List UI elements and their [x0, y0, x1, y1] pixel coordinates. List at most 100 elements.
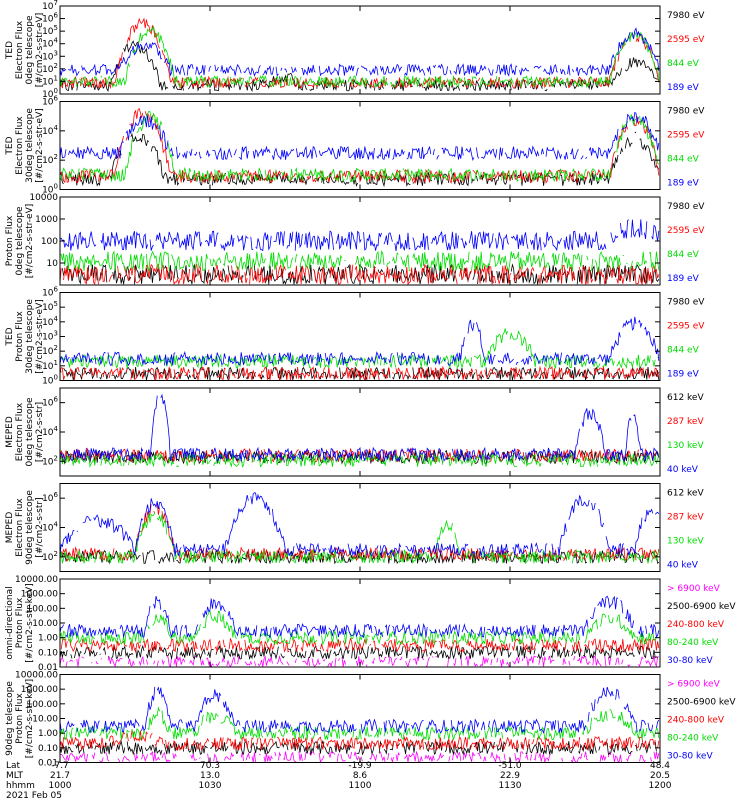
y-axis-label: Proton Flux0deg telescope[#/cm2-s-str-eV…	[5, 204, 35, 279]
mlt-value: 21.7	[50, 771, 70, 781]
series-line	[59, 512, 660, 565]
y-tick-label: 0.01	[38, 663, 58, 673]
y-axis-label: TEDElectron Flux30deg telescope[#/cm2-s-…	[5, 108, 45, 183]
series-line	[60, 637, 660, 653]
y-tick-label: 1000	[35, 215, 58, 225]
x-tick-label: 1130	[499, 781, 522, 791]
panel-frame	[59, 101, 661, 190]
legend-entry: 80-240 keV	[667, 734, 719, 744]
series-line	[59, 219, 660, 252]
y-tick-label: 100.00	[27, 604, 59, 614]
legend-entry: 40 keV	[667, 465, 699, 475]
y-axis-label: TEDElectron Flux0deg telescope[#/cm2-s-s…	[5, 13, 45, 88]
y-tick-label: 107	[42, 0, 58, 12]
legend-entry: 240-800 keV	[667, 716, 725, 726]
x-tick-label: 1100	[349, 781, 372, 791]
mlt-value: 13.0	[200, 771, 220, 781]
legend-entry: 2595 eV	[667, 35, 705, 45]
y-tick-label: 10.00	[32, 715, 58, 725]
x-tick-label: 1000	[49, 781, 72, 791]
hhmm-row-label: hhmm	[6, 781, 35, 791]
y-tick-label: 106	[42, 286, 58, 299]
series-line	[59, 706, 660, 741]
y-tick-label: 10000	[29, 193, 58, 203]
legend-entry: 612 keV	[667, 489, 704, 499]
mlt-value: 20.5	[650, 771, 670, 781]
series-line	[59, 750, 660, 764]
y-tick-label: 1000.00	[21, 590, 58, 600]
legend-entry: 130 keV	[667, 441, 704, 451]
legend-entry: 80-240 keV	[667, 638, 719, 648]
series-line	[60, 393, 660, 462]
y-tick-label: 100	[41, 237, 58, 247]
series-line	[59, 250, 660, 272]
y-axis-label: TEDProton Flux30deg telescope[#/cm2-s-st…	[5, 299, 45, 374]
lat-value: -51.0	[498, 761, 522, 771]
lat-row-label: Lat	[6, 761, 21, 771]
y-axis-label: omni-directionalProton Flux[#/cm2-s-str-…	[5, 583, 35, 662]
mlt-value: 8.6	[353, 771, 368, 781]
lat-value: 48.4	[650, 761, 670, 771]
legend-entry: > 6900 keV	[667, 584, 721, 594]
series-line	[59, 492, 660, 558]
legend-entry: 7980 eV	[667, 107, 705, 117]
legend-entry: 2595 eV	[667, 131, 705, 141]
y-axis-label: 90deg telescopeProton Flux[#/cm2-s-str-k…	[5, 679, 35, 758]
y-tick-label: 1.00	[38, 634, 58, 644]
y-tick-label: 10000.00	[15, 671, 58, 681]
series-line	[59, 316, 660, 367]
series-line	[59, 686, 660, 735]
legend-entry: 40 keV	[667, 561, 699, 571]
legend-entry: 2500-6900 keV	[667, 698, 736, 708]
series-line	[59, 111, 660, 161]
y-axis-label: MEPEDElectron Flux90deg telescope[#/cm2-…	[5, 490, 45, 565]
legend-entry: 130 keV	[667, 537, 704, 547]
panel-frame	[59, 5, 661, 95]
series-line	[59, 365, 660, 382]
legend-entry: 7980 eV	[667, 11, 705, 21]
series-line	[59, 595, 660, 639]
legend-entry: 612 keV	[667, 393, 704, 403]
y-tick-label: 0.10	[38, 648, 58, 658]
panel-7: 0.01 0.10 1.00 10.00 100.00 1000.00 10000.00om…	[5, 575, 736, 673]
lat-value: 70.3	[200, 761, 220, 771]
y-tick-label: 1.00	[38, 729, 58, 739]
y-tick-label: 100	[42, 374, 58, 387]
x-tick-label: 1030	[199, 781, 222, 791]
legend-entry: 844 eV	[667, 346, 700, 356]
series-line	[59, 107, 660, 185]
y-tick-label: 100.00	[27, 700, 59, 710]
y-tick-label: 0.01	[38, 759, 58, 769]
y-axis-label: MEPEDElectron Flux0deg telescope[#/cm2-s…	[5, 397, 45, 467]
series-line	[59, 25, 660, 89]
series-line	[59, 263, 660, 286]
legend-entry: 7980 eV	[667, 298, 705, 308]
legend-entry: 844 eV	[667, 250, 700, 260]
legend-entry: 7980 eV	[667, 202, 705, 212]
legend-entry: 2500-6900 keV	[667, 602, 736, 612]
series-line	[59, 111, 660, 183]
lat-value: -19.9	[348, 761, 372, 771]
legend-entry: 30-80 keV	[667, 752, 713, 762]
x-tick-label: 1200	[649, 781, 672, 791]
y-tick-label: 10000.00	[15, 575, 58, 585]
series-line	[59, 17, 660, 90]
legend-entry: 189 eV	[667, 179, 700, 189]
legend-entry: 189 eV	[667, 274, 700, 284]
legend-entry: 2595 eV	[667, 226, 705, 236]
mlt-value: 22.9	[500, 771, 520, 781]
y-tick-label: 1000.00	[21, 685, 58, 695]
legend-entry: 240-800 keV	[667, 620, 725, 630]
y-tick-label: 10.00	[32, 619, 58, 629]
legend-entry: 844 eV	[667, 59, 700, 69]
panel-8: 0.01 0.10 1.00 10.00 100.00 1000.00 10000.0090…	[5, 671, 736, 769]
series-line	[59, 728, 660, 752]
